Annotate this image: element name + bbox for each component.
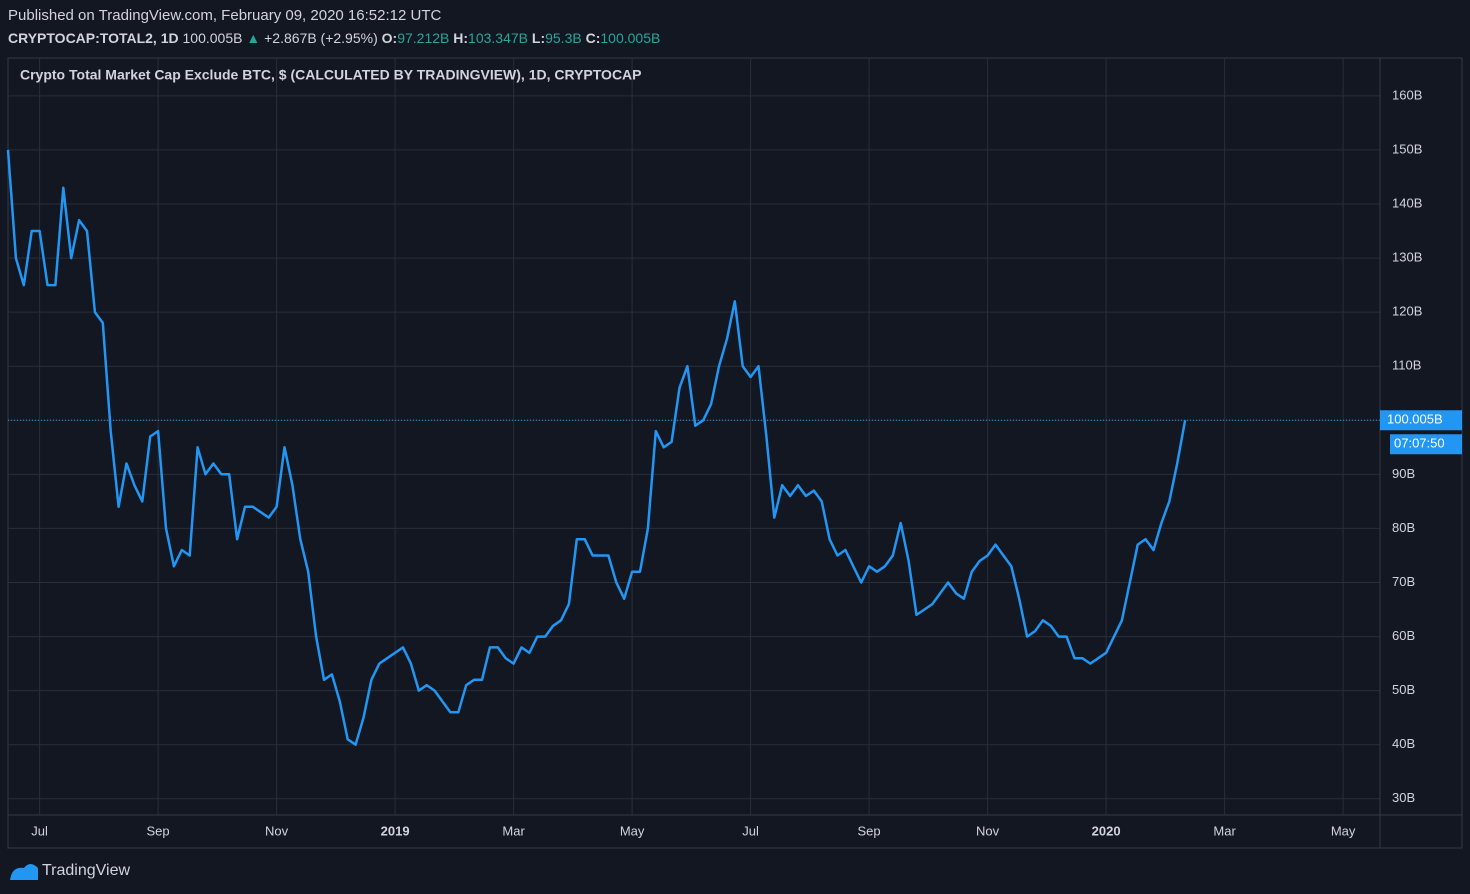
x-tick-label: Mar	[1213, 823, 1236, 838]
brand-logo	[10, 864, 38, 880]
x-tick-label: Mar	[502, 823, 525, 838]
ohlc-label: O:	[381, 30, 398, 46]
y-tick-label: 30B	[1392, 790, 1415, 805]
ohlc-value: 95.3B	[545, 30, 582, 46]
change: +2.867B (+2.95%)	[264, 30, 378, 46]
y-tick-label: 140B	[1392, 195, 1422, 210]
x-tick-label: May	[1331, 823, 1356, 838]
x-tick-label: Sep	[147, 823, 170, 838]
x-tick-label: 2020	[1092, 823, 1121, 838]
countdown: 07:07:50	[1394, 436, 1445, 451]
y-tick-label: 150B	[1392, 141, 1422, 156]
y-tick-label: 60B	[1392, 628, 1415, 643]
x-tick-label: Jul	[31, 823, 48, 838]
countdown-box	[1390, 434, 1462, 455]
price-line	[6, 149, 1187, 746]
brand: TradingView	[42, 862, 130, 879]
x-tick-label: Nov	[976, 823, 1000, 838]
y-tick-label: 160B	[1392, 87, 1422, 102]
y-tick-label: 110B	[1392, 358, 1421, 373]
y-tick-label: 70B	[1392, 574, 1415, 589]
x-tick-label: May	[620, 823, 645, 838]
chart-title: Crypto Total Market Cap Exclude BTC, $ (…	[20, 67, 642, 83]
x-tick-label: Sep	[858, 823, 881, 838]
published-note: Published on TradingView.com, February 0…	[8, 7, 442, 24]
ohlc-value: 100.005B	[600, 30, 661, 46]
ohlc-label: C:	[585, 30, 601, 46]
last-price-label: 100.005B	[1387, 412, 1443, 427]
y-tick-label: 90B	[1392, 466, 1415, 481]
y-tick-label: 130B	[1392, 250, 1422, 265]
ohlc-label: L:	[531, 30, 546, 46]
ohlc-value: 97.212B	[397, 30, 450, 46]
x-tick-label: 2019	[381, 823, 410, 838]
y-tick-label: 120B	[1392, 304, 1422, 319]
legend-row: CRYPTOCAP:TOTAL2, 1D 100.005B ▲ +2.867B …	[8, 30, 660, 46]
pane-border	[7, 57, 1463, 849]
y-tick-label: 50B	[1392, 682, 1415, 697]
x-tick-label: Jul	[742, 823, 759, 838]
symbol: CRYPTOCAP:TOTAL2, 1D	[8, 30, 179, 46]
ohlc: O:97.212B H:103.347B L:95.3B C:100.005B	[382, 30, 661, 46]
x-tick-label: Nov	[265, 823, 289, 838]
last-price-box	[1380, 410, 1462, 431]
up-arrow: ▲	[246, 30, 261, 46]
y-tick-label: 80B	[1392, 520, 1415, 535]
y-tick-label: 40B	[1392, 736, 1415, 751]
last-value: 100.005B	[182, 30, 243, 46]
ohlc-value: 103.347B	[468, 30, 528, 46]
ohlc-label: H:	[453, 30, 469, 46]
